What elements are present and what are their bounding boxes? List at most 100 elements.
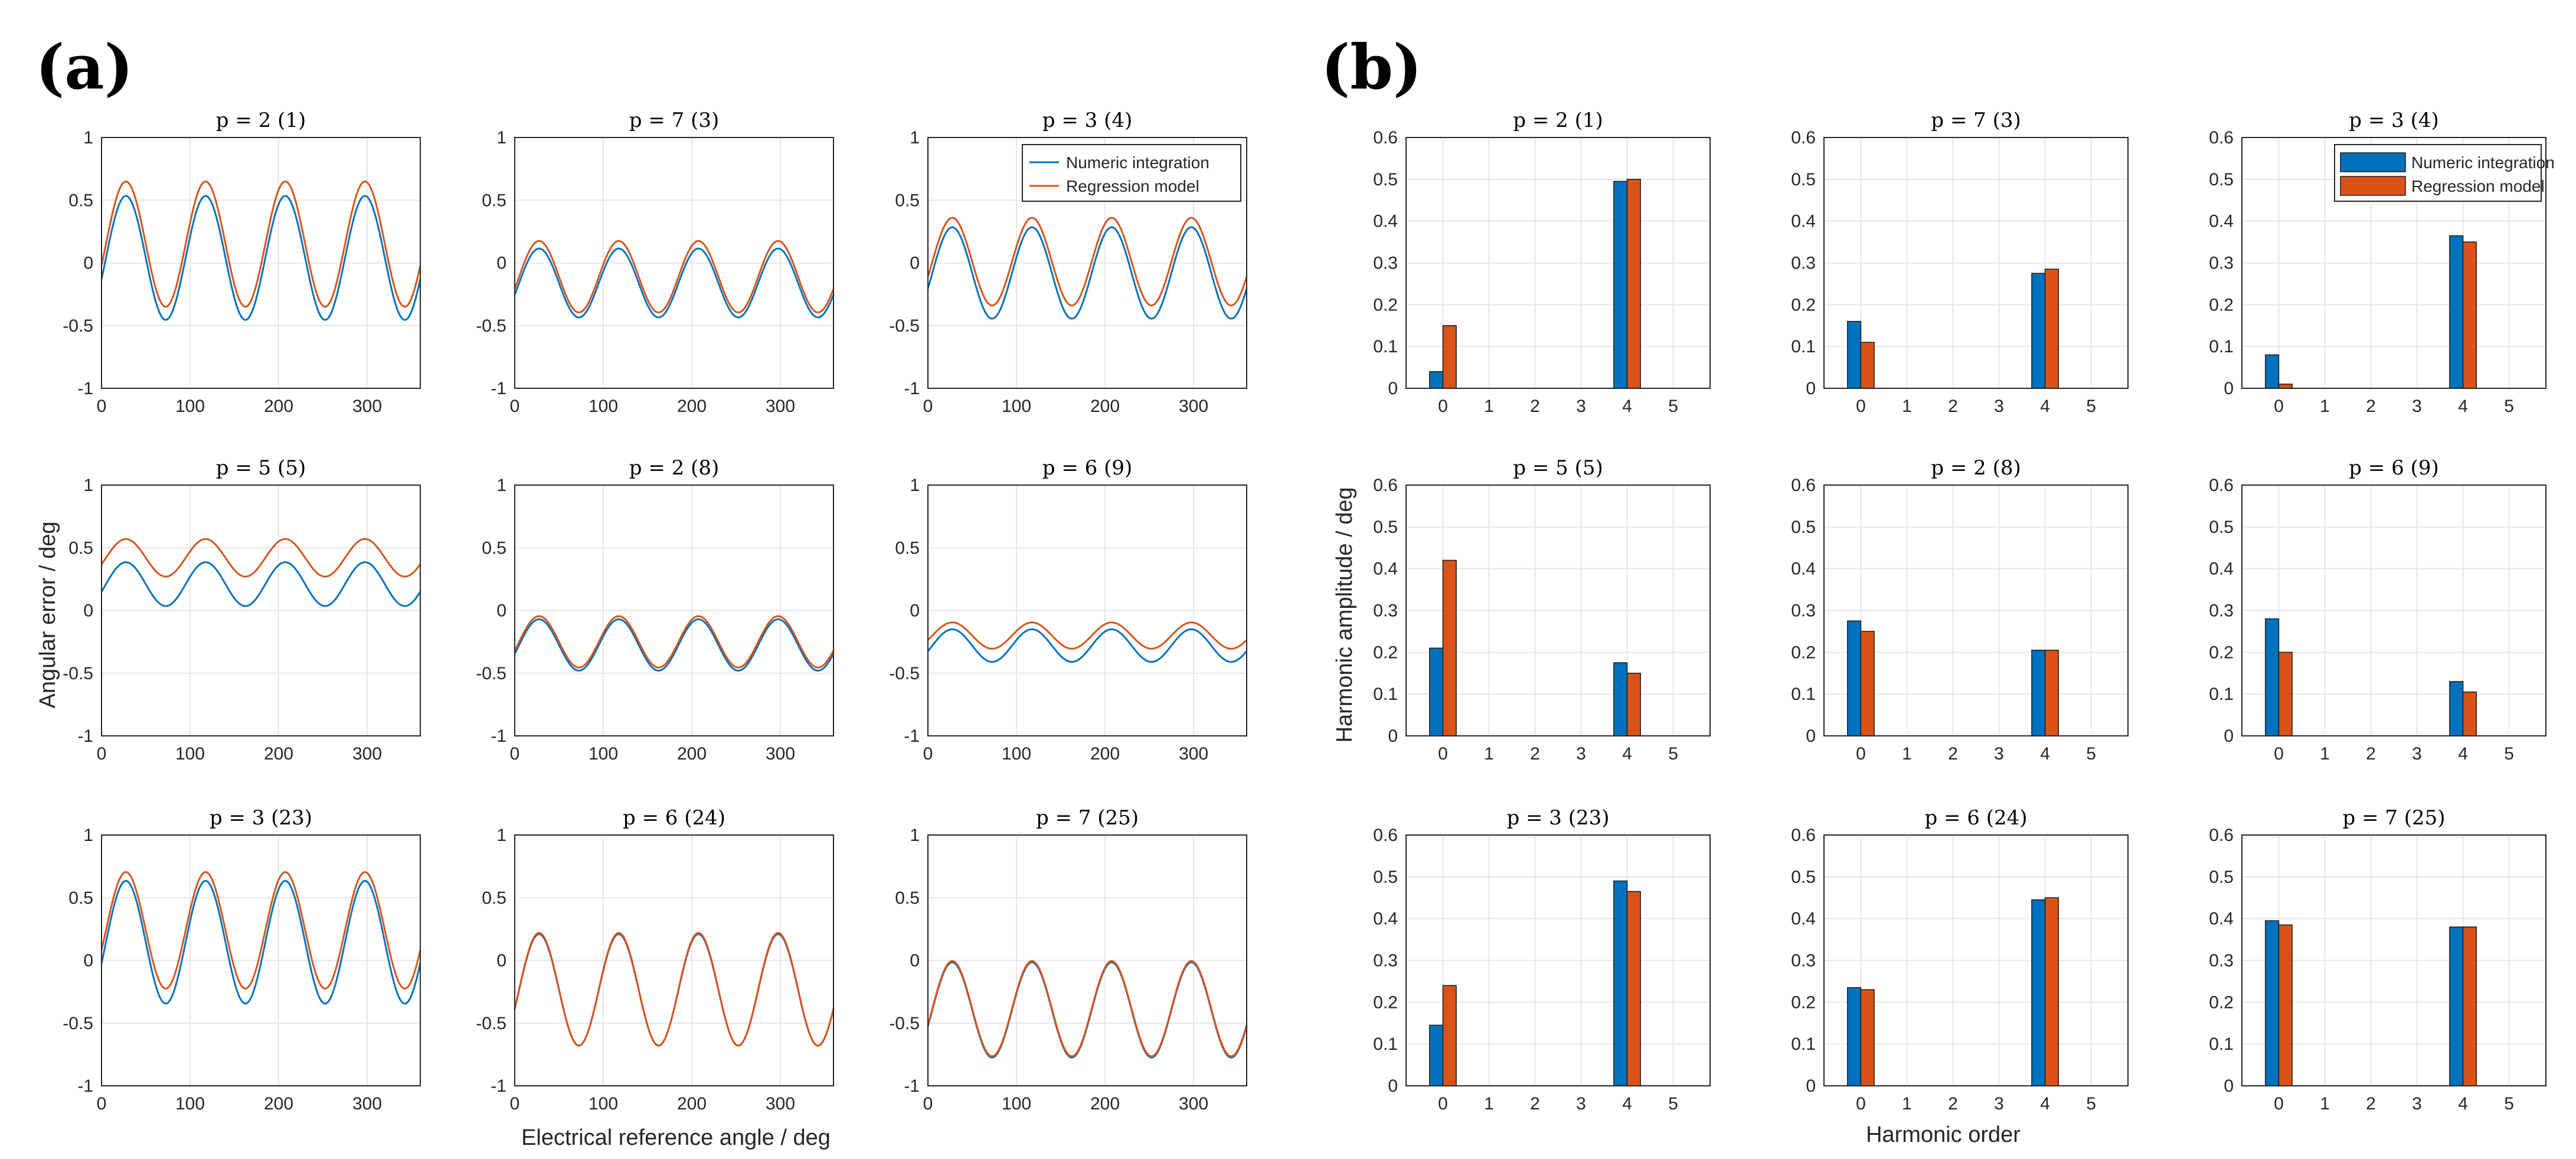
y-tick-label: 0: [910, 601, 920, 621]
x-tick-label: 0: [1856, 397, 1866, 416]
x-tick-label: 3: [2412, 397, 2422, 416]
x-tick-label: 0: [510, 744, 520, 764]
axes-box: [1405, 137, 1711, 389]
y-tick-label: 0.4: [2209, 909, 2234, 929]
panel-b-ylabel: Harmonic amplitude / deg: [1332, 487, 1357, 743]
subplot-title: p = 2 (1): [216, 109, 306, 132]
x-tick-label: 1: [1902, 397, 1912, 416]
y-tick-label: 0: [910, 254, 920, 273]
y-tick-label: -0.5: [63, 664, 93, 683]
y-tick-label: 0: [2224, 726, 2234, 746]
y-tick-label: -1: [77, 1076, 93, 1096]
series-line-regression: [514, 615, 835, 669]
x-tick-label: 3: [1576, 1094, 1586, 1114]
x-tick-label: 3: [2412, 744, 2422, 764]
y-tick-label: 0: [1388, 1076, 1398, 1096]
y-tick-label: 1: [83, 826, 93, 845]
subplot-title: p = 6 (9): [1042, 456, 1132, 480]
y-tick-label: 1: [83, 476, 93, 495]
x-tick-label: 200: [677, 397, 707, 416]
y-tick-label: 0.5: [1373, 518, 1398, 537]
axes-box: [514, 834, 834, 1086]
axes-box: [1823, 137, 2129, 389]
series-line-numeric: [927, 628, 1248, 663]
panel-label-b: (b): [1321, 31, 1422, 103]
bar-numeric: [1847, 987, 1862, 1086]
x-tick-label: 5: [2086, 397, 2096, 416]
y-tick-label: 0.5: [2209, 518, 2234, 537]
subplot-title: p = 6 (24): [623, 806, 725, 830]
axes-box: [101, 137, 421, 389]
x-tick-label: 1: [1902, 1094, 1912, 1114]
y-tick-label: 0: [1388, 379, 1398, 398]
bar-regression: [1626, 179, 1641, 389]
bar-regression: [1860, 631, 1875, 736]
y-tick-label: -1: [904, 379, 920, 398]
x-tick-label: 3: [1576, 744, 1586, 764]
x-tick-label: 200: [264, 1094, 293, 1114]
y-tick-label: -0.5: [476, 1014, 506, 1033]
x-tick-label: 300: [352, 1094, 382, 1114]
y-tick-label: 0.3: [1373, 601, 1398, 621]
x-tick-label: 3: [1994, 1094, 2004, 1114]
y-tick-label: 0.5: [68, 538, 93, 558]
x-tick-label: 4: [1622, 1094, 1632, 1114]
x-tick-label: 100: [589, 1094, 618, 1114]
x-tick-label: 0: [2274, 397, 2284, 416]
y-tick-label: 0: [83, 601, 93, 621]
bar-subplot: 0 1 2 3 4 5 0 0.1 0.2 0.3 0.4 0.5 0.6 p = 2 (1): [1373, 109, 1711, 416]
bar-numeric: [1429, 1024, 1444, 1086]
y-tick-label: 0.2: [2209, 643, 2234, 662]
x-tick-label: 300: [1179, 1094, 1208, 1114]
y-tick-label: 0.4: [2209, 559, 2234, 579]
x-tick-label: 0: [1438, 744, 1448, 764]
y-tick-label: 0.6: [1373, 476, 1398, 495]
line-subplot: 0 100 200 300 -1 -0.5 0 0.5 1 p = 3 (4) Numeric in…: [889, 109, 1248, 416]
x-tick-label: 5: [2504, 397, 2514, 416]
y-tick-label: 0.1: [1373, 337, 1398, 356]
y-tick-label: 0.2: [2209, 295, 2234, 315]
x-tick-label: 300: [1179, 744, 1208, 764]
y-tick-label: 0.5: [2209, 170, 2234, 189]
x-tick-label: 2: [2366, 397, 2376, 416]
bar-numeric: [2449, 681, 2464, 736]
x-tick-label: 4: [2458, 1094, 2468, 1114]
x-tick-label: 4: [2040, 744, 2050, 764]
legend-label-numeric: Numeric integration: [2411, 153, 2555, 172]
x-tick-label: 100: [175, 397, 205, 416]
x-tick-label: 4: [2458, 397, 2468, 416]
x-tick-label: 100: [1002, 397, 1031, 416]
x-tick-label: 2: [1948, 397, 1958, 416]
subplot-title: p = 2 (8): [629, 456, 719, 480]
y-tick-label: 0.1: [2209, 1034, 2234, 1054]
y-tick-label: 0.2: [1373, 643, 1398, 662]
line-subplot: 0 100 200 300 -1 -0.5 0 0.5 1 p = 7 (25): [889, 806, 1248, 1114]
subplot-title: p = 2 (8): [1931, 456, 2021, 480]
y-tick-label: 0.4: [1373, 909, 1398, 929]
x-tick-label: 0: [1438, 397, 1448, 416]
x-tick-label: 4: [2040, 397, 2050, 416]
y-tick-label: 0.1: [2209, 337, 2234, 356]
y-tick-label: 0.3: [1373, 951, 1398, 971]
legend-label-regression: Regression model: [1066, 177, 1199, 195]
bar-regression: [2462, 241, 2477, 389]
x-tick-label: 200: [1090, 397, 1120, 416]
x-tick-label: 0: [1856, 1094, 1866, 1114]
subplot-title: p = 7 (25): [1036, 806, 1139, 830]
x-tick-label: 3: [1576, 397, 1586, 416]
y-tick-label: 0.3: [1791, 254, 1816, 273]
series-line-numeric: [927, 226, 1248, 320]
series-line-regression: [927, 621, 1248, 650]
panel-a-ylabel: Angular error / deg: [35, 522, 60, 709]
y-tick-label: 0.6: [1791, 826, 1816, 845]
y-tick-label: 0.5: [68, 191, 93, 210]
y-tick-label: 0.3: [1373, 254, 1398, 273]
y-tick-label: 0.6: [1791, 476, 1816, 495]
x-tick-label: 0: [1856, 744, 1866, 764]
axes-box: [1405, 834, 1711, 1086]
x-tick-label: 2: [1948, 744, 1958, 764]
series-line-regression: [514, 932, 835, 1047]
x-tick-label: 0: [2274, 744, 2284, 764]
y-tick-label: 0.6: [1373, 128, 1398, 148]
axes-box: [2241, 484, 2546, 736]
